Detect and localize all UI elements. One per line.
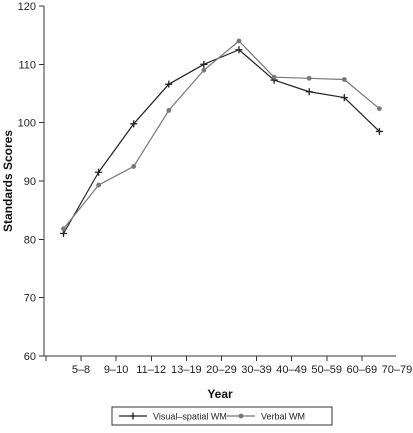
data-point-verbal-wm [271, 74, 277, 80]
y-tick-label: 60 [24, 351, 36, 363]
y-tick-label: 80 [24, 234, 36, 246]
legend-marker-verbal-wm [238, 413, 244, 419]
data-point-visual-spatial-wm [305, 88, 313, 96]
data-point-verbal-wm [96, 182, 101, 188]
x-tick-label: 50–59 [311, 364, 342, 376]
legend-items: Visual–spatial WM Verbal WM [119, 411, 305, 421]
data-point-visual-spatial-wm [95, 168, 103, 176]
legend: Visual–spatial WM Verbal WM [111, 406, 333, 426]
data-point-verbal-wm [377, 106, 382, 112]
x-tick-label: 60–69 [347, 364, 378, 376]
legend-item-verbal-wm: Verbal WM [227, 411, 305, 421]
x-axis-title: Year [207, 387, 233, 401]
x-tick-label: 9–10 [104, 364, 128, 376]
series-verbal-wm [61, 38, 382, 232]
x-axis-ticks: 5–8 9–10 11–12 13–19 20–29 30–39 40–49 50–59 60–… [45, 356, 413, 376]
data-point-visual-spatial-wm [200, 60, 208, 68]
x-tick-label: 30–39 [241, 364, 272, 376]
legend-label-verbal-wm: Verbal WM [261, 411, 305, 421]
data-point-visual-spatial-wm [375, 127, 383, 135]
x-tick-label: 40–49 [276, 364, 307, 376]
x-tick-label: 5–8 [72, 364, 90, 376]
data-point-verbal-wm [236, 38, 242, 44]
data-point-visual-spatial-wm [340, 94, 348, 102]
y-tick-label: 90 [24, 176, 36, 188]
series-line-visual-spatial-wm [62, 49, 380, 234]
data-point-visual-spatial-wm [165, 80, 173, 88]
legend-label-visual-spatial-wm: Visual–spatial WM [153, 411, 227, 421]
y-axis-title: Standards Scores [1, 130, 15, 232]
x-tick-label: 70–79 [382, 364, 413, 376]
y-tick-label: 120 [18, 1, 36, 13]
y-tick-label: 110 [18, 59, 36, 71]
series-line-verbal-wm [63, 40, 380, 230]
x-tick-label: 13–19 [171, 364, 202, 376]
data-point-verbal-wm [131, 164, 137, 169]
plot-area: 60 70 80 90 100 110 120 5–8 9–10 11–12 13–19 20–29… [18, 1, 413, 376]
legend-box [111, 406, 333, 426]
series-layer [60, 38, 383, 237]
y-axis-ticks: 60 70 80 90 100 110 120 [18, 1, 44, 363]
x-tick-label: 20–29 [206, 364, 237, 376]
data-point-visual-spatial-wm [235, 46, 243, 54]
y-tick-label: 100 [18, 118, 36, 130]
y-tick-label: 70 [24, 293, 36, 305]
data-point-visual-spatial-wm [130, 120, 138, 128]
data-point-verbal-wm [61, 226, 66, 232]
data-point-verbal-wm [306, 75, 312, 81]
data-point-verbal-wm [166, 108, 172, 113]
legend-marker-visual-spatial-wm [129, 412, 137, 420]
data-point-verbal-wm [341, 77, 347, 82]
data-point-verbal-wm [201, 67, 207, 73]
series-visual-spatial-wm [60, 46, 383, 237]
legend-item-visual-spatial-wm: Visual–spatial WM [119, 411, 227, 421]
x-tick-label: 11–12 [136, 364, 166, 376]
